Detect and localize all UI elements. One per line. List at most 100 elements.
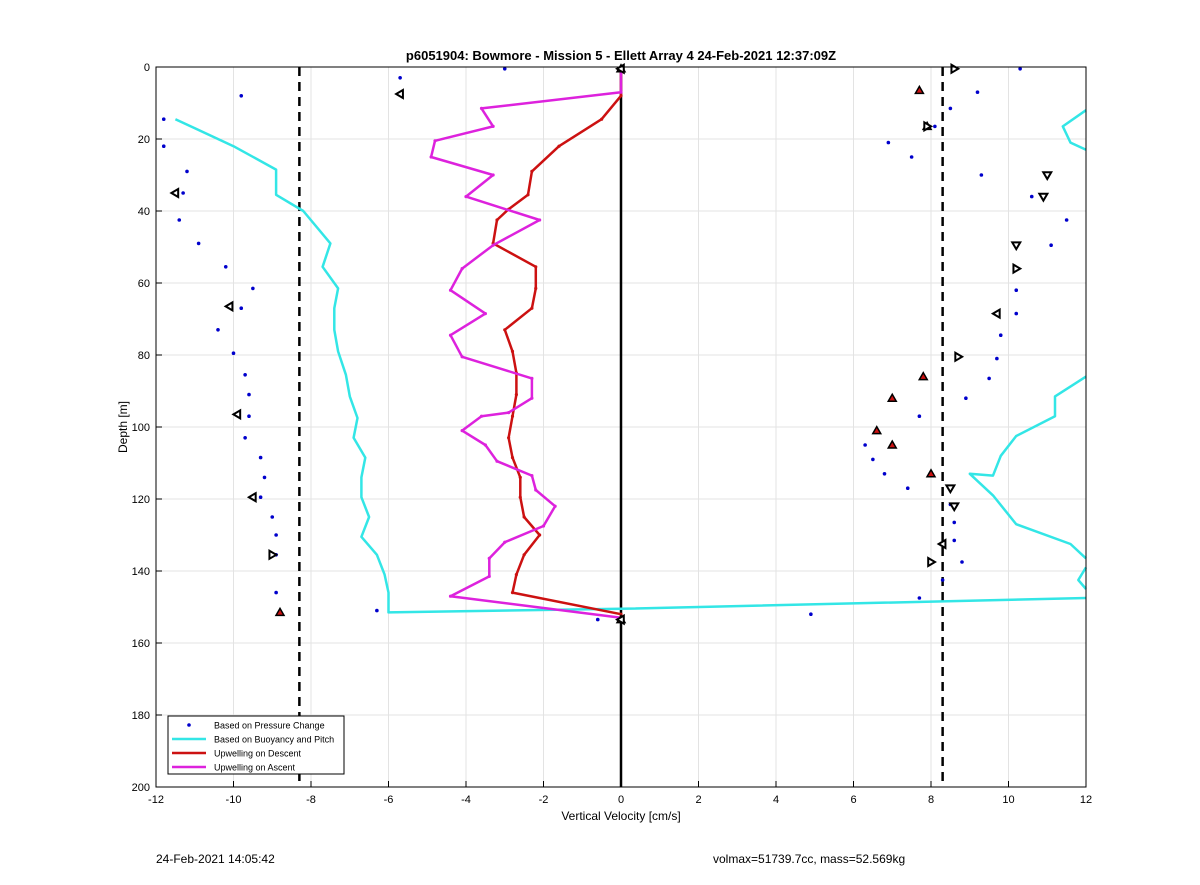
pressure-change-point [882,472,887,476]
pressure-change-point [223,265,228,269]
filled-triangle-marker [917,371,929,381]
open-triangle-marker [1012,262,1023,275]
series-vertex-3 [483,443,487,447]
series-vertex-3 [507,411,511,415]
open-triangle-marker [394,88,404,100]
pressure-change-point [239,306,244,311]
series-vertex-3 [495,459,499,463]
pressure-change-point [161,144,166,148]
y-tick-label: 100 [132,422,150,434]
pressure-change-point [243,436,247,440]
pressure-change-point [1064,218,1069,222]
series-vertex-2 [530,306,534,310]
filled-triangle-marker [914,84,925,95]
series-vertex-3 [464,195,468,199]
pressure-change-point [161,117,166,121]
y-tick-label: 80 [138,350,150,362]
pressure-change-point [952,520,957,525]
y-tick-label: 60 [138,278,150,290]
pressure-change-point [181,191,185,195]
legend-label-3: Upwelling on Ascent [214,763,296,773]
pressure-change-point [863,443,867,447]
series-vertex-3 [530,396,534,400]
pressure-change-point [1049,243,1053,247]
series-vertex-2 [507,436,511,440]
series-vertex-3 [619,90,623,94]
pressure-change-point [239,94,244,98]
pressure-change-point [940,578,945,582]
series-vertex-3 [538,218,542,222]
pressure-change-point [987,376,991,381]
series-vertex-2 [514,393,518,397]
series-vertex-3 [429,155,433,159]
series-vertex-2 [534,265,538,269]
legend: Based on Pressure Change Based on Buoyanc… [167,715,345,775]
filled-triangle-marker [274,606,286,617]
pressure-change-point [185,169,189,174]
pressure-change-point [247,392,251,397]
pressure-change-point [979,173,984,177]
series-vertex-3 [491,124,495,128]
pressure-change-point [196,241,201,246]
pressure-change-point [995,356,999,361]
pressure-change-point [998,333,1003,338]
series-vertex-3 [541,524,546,528]
y-tick-label: 180 [132,710,150,722]
pressure-change-point [1029,194,1034,199]
footer-info: volmax=51739.7cc, mass=52.569kg [713,852,906,866]
series-vertex-3 [448,594,453,598]
pressure-change-point [909,155,914,159]
pressure-change-point [398,76,402,80]
x-tick-label: -4 [461,794,471,806]
open-triangle-marker [948,502,960,513]
series-vertex-2 [526,193,530,197]
series-vertex-2 [557,144,561,148]
legend-label-0: Based on Pressure Change [214,721,325,731]
series-vertex-3 [460,429,464,433]
x-tick-label: 6 [850,794,856,806]
series-vertex-2 [522,515,526,519]
series-vertex-2 [514,573,518,577]
series-vertex-3 [448,288,453,292]
open-triangle-marker [231,408,242,421]
legend-label-1: Based on Buoyancy and Pitch [214,735,334,745]
open-triangle-marker [246,491,257,503]
series-line-3 [429,68,623,620]
pressure-change-point [1014,311,1019,316]
y-tick-label: 20 [138,134,150,146]
series-vertex-2 [495,218,499,222]
x-tick-label: 12 [1080,794,1092,806]
tick-labels: -12 -10 -8 -6 -4 -2 0 2 4 6 8 10 1202040608010012014… [132,62,1092,806]
pressure-change-point [274,533,278,537]
series-line-2 [491,68,623,620]
pressure-change-point [258,455,263,460]
x-tick-label: -12 [148,794,164,806]
pressure-change-point [1014,288,1019,293]
open-triangle-marker [950,63,961,75]
open-triangle-marker [615,613,625,626]
open-triangle-marker [268,549,279,561]
pressure-change-point [258,495,263,500]
data-series [161,67,1088,622]
series-vertex-3 [530,376,534,380]
filled-triangle-marker [925,468,937,478]
x-tick-label: 10 [1002,794,1014,806]
pressure-change-point [960,560,964,564]
series-vertex-2 [510,591,515,595]
series-vertex-2 [510,414,515,418]
open-triangle-marker [936,538,947,550]
pressure-change-point [177,218,182,222]
series-vertex-2 [600,117,604,121]
series-vertex-3 [433,139,437,143]
pressure-change-point [952,538,957,543]
pressure-change-point [251,286,255,291]
y-tick-label: 200 [132,782,150,794]
y-axis-label: Depth [m] [116,401,130,453]
open-triangle-marker [990,307,1001,320]
open-triangle-marker [169,187,180,199]
open-triangle-marker [944,484,957,495]
pressure-change-point [964,396,968,401]
pressure-change-point [948,106,953,111]
open-triangle-marker [1041,171,1053,181]
